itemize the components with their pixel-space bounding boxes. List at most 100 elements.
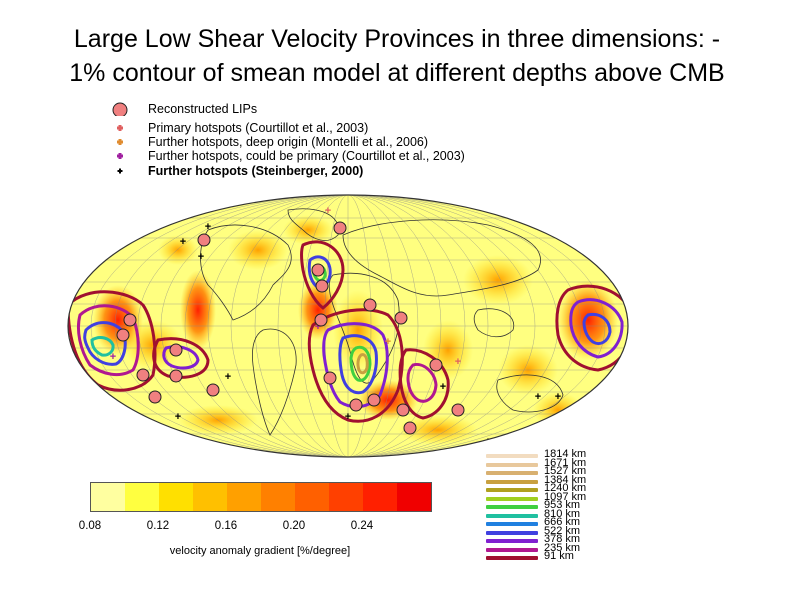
depth-label: 1814 km [544,448,587,460]
colorbar-tick: 0.16 [214,520,238,532]
lip-circle-icon [169,369,183,383]
lip-circle-icon [451,403,465,417]
map-field: + + + + + + + + + + + + + + + + [68,195,628,457]
plus-icon: + [325,205,331,217]
map-outline [67,194,629,458]
depth-swatch [486,505,538,509]
title-line-2: 1% contour of smean model at different d… [69,59,725,87]
depth-swatch [486,496,538,501]
colorbar-segment [329,483,363,511]
colorbar-segment [91,483,125,511]
depth-label: 522 km [544,524,581,537]
hotspot-markers: + + + + + + + + + + + + + + + + [110,205,561,448]
lip-circle-icon [197,233,211,247]
plus-icon: + [385,336,391,348]
depth-item: 1240 km [486,482,616,494]
plus-icon: + [485,436,491,448]
depth-label: 235 km [544,541,581,554]
plus-icon [117,153,123,159]
depth-item: 1671 km [486,456,616,469]
colorbar-tick: 0.24 [350,520,374,532]
plus-icon: + [175,411,181,423]
depth-item: 1384 km [486,473,616,486]
colorbar-tick: 0.20 [282,520,306,532]
colorbar-segment [295,483,329,511]
lip-circle-icon [314,313,328,327]
plus-icon: + [198,251,204,263]
title-line-1: Large Low Shear Velocity Provinces in th… [73,25,721,53]
figure-title: Large Low Shear Velocity Provinces in th… [0,22,794,90]
colorbar-segment [363,483,397,511]
plus-icon: + [205,221,211,233]
plus-icon: + [555,391,561,403]
lip-circle-icon [112,102,128,116]
depth-item: 522 km [486,524,616,537]
lip-circle-icon [333,221,347,235]
lip-circle-icon [429,358,443,372]
depth-swatch [486,539,538,543]
depth-item: 1814 km [486,448,616,460]
gradient-patches [93,215,618,445]
depth-swatch [486,488,538,492]
colorbar-segment [159,483,193,511]
legend-label: Further hotspots, could be primary (Cour… [148,149,465,163]
lip-circle-icon [349,398,363,412]
depth-label: 953 km [544,499,581,511]
depth-swatch [486,454,538,458]
mollweide-map: + + + + + + + + + + + + + + + + [67,194,629,458]
depth-item: 91 km [486,550,616,562]
plus-icon [117,125,123,131]
depth-label: 1240 km [544,482,587,494]
coastlines [200,208,564,436]
colorbar-tick: 0.08 [78,520,102,532]
legend-label: Reconstructed LIPs [148,102,258,116]
legend-label: Further hotspots, deep origin (Montelli … [148,135,429,149]
lip-circle-icon [367,393,381,407]
plus-icon: + [455,356,461,368]
plus-icon: + [110,351,116,363]
colorbar-segment [193,483,227,511]
legend-label: Further hotspots (Steinberger, 2000) [148,164,364,178]
depth-swatch [486,522,538,526]
depth-item: 1527 km [486,465,616,477]
plus-icon: + [440,381,446,393]
depth-item: 378 km [486,533,616,545]
colorbar-tick: 0.12 [146,520,170,532]
colorbar-segment [261,483,295,511]
depth-label: 810 km [544,507,581,520]
lip-circle-icon [169,343,183,357]
lip-circle-icon [311,263,325,277]
lip-circle-icon [206,383,220,397]
plus-icon: + [535,391,541,403]
lip-circle-icon [363,298,377,312]
depth-label: 91 km [544,550,574,562]
plus-icon: + [225,371,231,383]
depth-label: 378 km [544,533,581,545]
lip-circle-icon [116,328,130,342]
lip-markers [116,221,465,435]
depth-item: 235 km [486,541,616,554]
lip-circle-icon [403,421,417,435]
legend-label: Primary hotspots (Courtillot et al., 200… [148,121,369,135]
depth-swatch [486,462,538,467]
depth-swatch [486,471,538,475]
lip-circle-icon [148,390,162,404]
plus-icon [117,168,123,174]
plus-icon: + [315,321,321,333]
depth-label: 1527 km [544,465,587,477]
plus-icon: + [345,411,351,423]
lip-circle-icon [123,313,137,327]
colorbar-label: velocity anomaly gradient [%/degree] [169,545,351,557]
lip-circle-icon [136,368,150,382]
plus-icon: + [180,236,186,248]
colorbar-segment [397,483,431,511]
depth-label: 1671 km [544,456,587,469]
depth-swatch [486,556,538,560]
depth-label: 1097 km [544,490,587,503]
colorbar-segment [227,483,261,511]
depth-label: 1384 km [544,473,587,486]
depth-item: 953 km [486,499,616,511]
lip-circle-icon [394,311,408,325]
depth-swatch [486,530,538,535]
depth-swatch [486,513,538,518]
